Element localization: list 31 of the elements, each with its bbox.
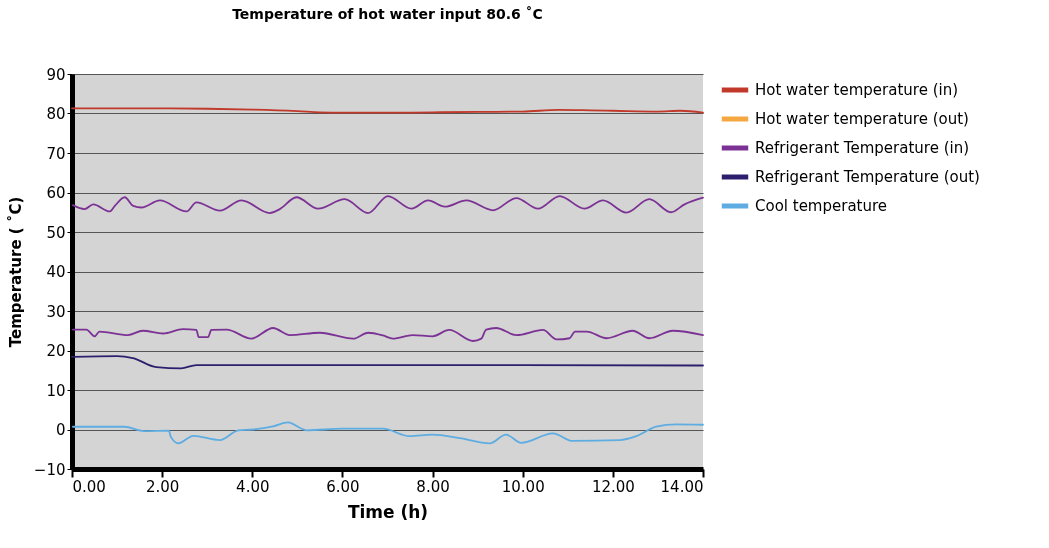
y-tick-label: 30: [46, 302, 66, 321]
legend-label: Hot water temperature (out): [755, 110, 969, 128]
x-axis-title: Time (h): [347, 501, 429, 522]
legend-label: Refrigerant Temperature (in): [755, 139, 970, 157]
x-tick-label: 10.00: [501, 477, 545, 496]
y-tick-label: −10: [33, 460, 66, 479]
y-tick-label: 50: [46, 223, 66, 242]
line-series: [72, 195, 704, 214]
y-tick-label: 10: [46, 381, 66, 400]
legend-label: Refrigerant Temperature (out): [755, 168, 980, 186]
line-series: [72, 327, 704, 342]
y-tick-label: 80: [46, 105, 66, 123]
y-tick-label: 0: [55, 421, 66, 439]
y-tick-label: 20: [46, 342, 66, 360]
y-tick-label: 60: [46, 184, 66, 202]
chart-title: Temperature of hot water input 80.6 ˚C: [232, 6, 543, 22]
x-tick-label: 0.00: [72, 477, 106, 496]
x-tick-label: 2.00: [145, 477, 180, 496]
x-tick-label: 12.00: [591, 477, 635, 496]
x-tick-label: 6.00: [326, 477, 360, 496]
y-tick-label: 70: [46, 144, 66, 163]
x-tick-label: 8.00: [416, 477, 450, 496]
line-series: [72, 421, 704, 445]
y-tick-label: 40: [46, 263, 66, 281]
legend-label: Hot water temperature (in): [755, 81, 959, 99]
line-series: [71, 355, 704, 370]
legend-label: Cool temperature: [755, 197, 888, 215]
x-tick-label: 14.00: [660, 477, 704, 496]
y-axis-title: Temperature ( ˚C): [6, 196, 25, 348]
x-tick-label: 4.00: [236, 477, 270, 496]
y-tick-label: 90: [46, 65, 66, 84]
